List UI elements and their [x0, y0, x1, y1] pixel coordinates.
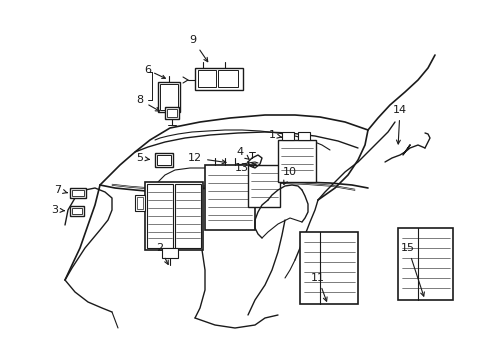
- Text: 6: 6: [144, 65, 151, 75]
- Bar: [397, 228, 452, 300]
- Text: 9: 9: [189, 35, 207, 62]
- Text: 2: 2: [156, 243, 168, 264]
- Bar: [70, 188, 86, 198]
- Text: 12: 12: [187, 153, 225, 164]
- Bar: [297, 132, 309, 140]
- Bar: [175, 184, 201, 248]
- Text: 4: 4: [236, 147, 248, 159]
- Bar: [160, 84, 178, 110]
- Bar: [247, 165, 280, 207]
- Text: 11: 11: [310, 273, 326, 301]
- Bar: [167, 109, 177, 117]
- Bar: [72, 190, 84, 196]
- Text: 1: 1: [268, 130, 281, 140]
- Bar: [162, 248, 178, 258]
- Bar: [278, 140, 315, 182]
- Text: 3: 3: [51, 205, 64, 215]
- Text: 14: 14: [392, 105, 406, 144]
- Bar: [299, 232, 357, 304]
- Bar: [198, 70, 216, 87]
- Text: 5: 5: [136, 153, 149, 163]
- Text: 13: 13: [235, 163, 256, 173]
- Bar: [155, 153, 173, 167]
- Bar: [137, 197, 142, 209]
- Text: 15: 15: [400, 243, 424, 296]
- Bar: [157, 155, 171, 165]
- Bar: [282, 132, 293, 140]
- Bar: [70, 206, 84, 216]
- Text: 10: 10: [283, 167, 296, 184]
- Bar: [72, 208, 82, 214]
- Text: 7: 7: [54, 185, 67, 195]
- Bar: [195, 68, 243, 90]
- Bar: [164, 107, 179, 119]
- Bar: [218, 70, 238, 87]
- Bar: [147, 184, 173, 248]
- Bar: [158, 82, 180, 112]
- Bar: [204, 165, 254, 230]
- Bar: [135, 195, 145, 211]
- Bar: [145, 182, 203, 250]
- Text: 8: 8: [136, 95, 159, 111]
